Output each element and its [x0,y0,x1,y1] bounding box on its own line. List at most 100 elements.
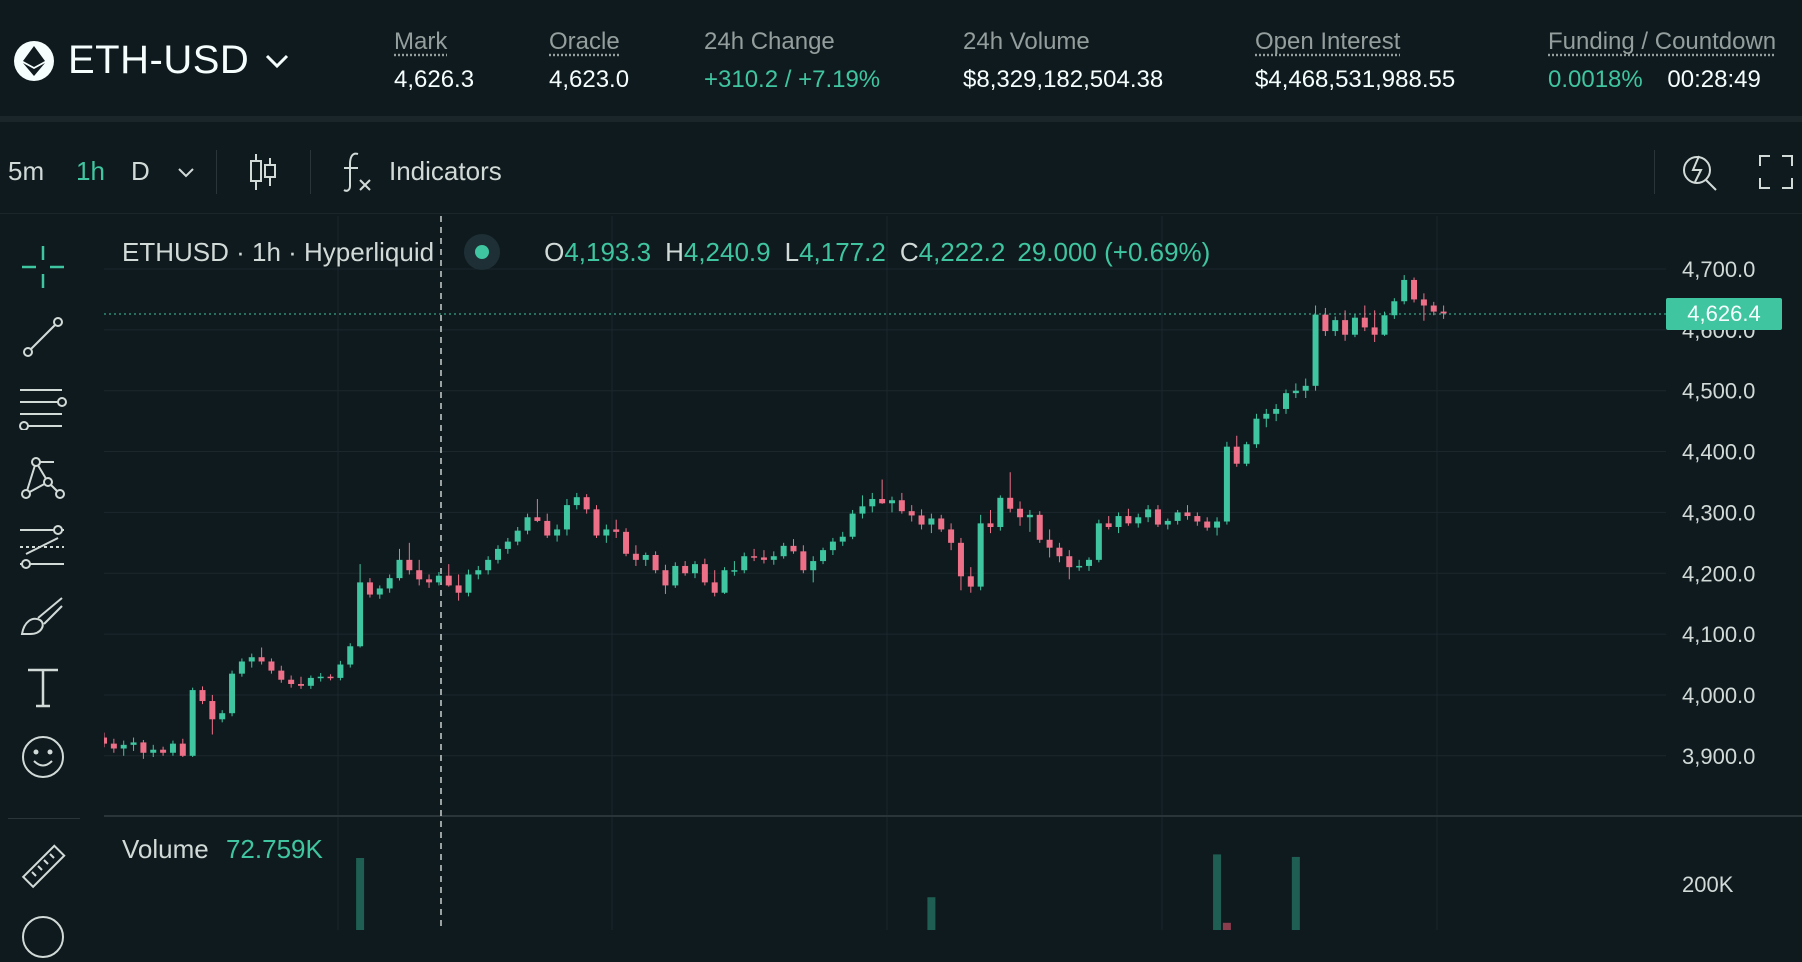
candlestick-type-icon[interactable] [248,152,278,192]
interval-1h[interactable]: 1h [76,156,105,186]
candle-body [104,737,107,744]
candle-body [751,556,758,558]
price-axis-label: 4,400.0 [1682,440,1755,465]
candle-body [760,557,767,560]
candle-body [327,676,334,679]
pattern-icon[interactable] [18,452,68,502]
brush-icon[interactable] [18,592,68,642]
candle-body [1095,523,1102,560]
stat-label[interactable]: Open Interest [1255,28,1401,55]
candle-body [1036,514,1043,540]
stat-funding: Funding / Countdown 0.0018% 00:28:49 [1548,28,1776,94]
candle-body [1371,327,1378,335]
candle-body [160,749,167,753]
stat-value: $4,468,531,988.55 [1255,66,1456,93]
candle-body [1233,446,1240,464]
candle-body [810,561,817,571]
crosshair-icon[interactable] [18,242,68,292]
trend-line-icon[interactable] [18,312,68,362]
candle-body [1194,516,1201,522]
stat-label[interactable]: Funding / Countdown [1548,28,1777,55]
candle-body [307,677,314,686]
candle-body [347,646,354,665]
indicators-button[interactable]: Indicators [389,156,502,186]
status-dot [475,245,490,259]
ohlc-legend: ETHUSD · 1h · Hyperliquid O 4,193.3 H 4,24… [122,234,1210,270]
fullscreen-icon[interactable] [1758,154,1794,190]
candle-body [150,749,157,753]
candle-body [593,509,600,536]
stat-value: +310.2 / +7.19% [704,66,881,93]
stat-oracle: Oracle 4,623.0 [549,28,629,94]
ruler-icon[interactable] [18,842,68,892]
emoji-icon[interactable] [18,732,68,782]
candle-body [889,500,895,504]
candle-body [199,690,206,702]
candle-body [189,690,196,756]
stat-label[interactable]: Oracle [549,28,620,55]
candle-body [948,529,955,543]
pair-selector[interactable]: ETH-USD [14,38,291,83]
toolbar-divider [216,150,217,194]
interval-5m[interactable]: 5m [8,156,45,186]
price-axis-label: 3,900.0 [1682,744,1755,769]
candle-body [1361,317,1368,328]
candle-body [1086,559,1092,566]
candle-body [1154,509,1161,525]
candle-body [1332,320,1339,332]
price-chart[interactable]: 4,700.04,600.04,500.04,400.04,300.04,200… [104,216,1802,930]
chart-toolbar: 5m 1h D Indicators [0,128,1802,214]
candle-body [524,517,531,531]
candle-body [1066,556,1073,568]
candle-body [741,556,748,571]
candle-body [179,743,186,756]
candle-body [849,513,856,537]
candle-body [357,582,364,647]
magnet-icon[interactable] [18,912,68,962]
price-axis-label: 4,200.0 [1682,561,1755,586]
candle-body [682,565,689,574]
toolbar-divider [1654,150,1655,194]
candle-body [1273,408,1280,414]
candle-body [1164,520,1171,525]
candle-body [1263,413,1270,419]
candle-body [317,676,324,679]
stat-24h-change: 24h Change +310.2 / +7.19% [704,28,880,94]
candle-body [1292,390,1299,394]
price-axis-label: 4,300.0 [1682,500,1755,525]
stat-mark: Mark 4,626.3 [394,28,474,94]
chevron-down-icon[interactable] [263,51,291,71]
candle-body [298,683,304,686]
candle-body [396,559,403,579]
interval-d[interactable]: D [131,156,150,186]
interval-dropdown-chevron-icon[interactable] [176,166,196,180]
volume-value: 72.759K [225,834,323,864]
candle-body [209,701,216,720]
text-tool-icon[interactable] [18,662,68,712]
market-header: ETH-USD Mark 4,626.3 Oracle 4,623.0 24h … [0,0,1802,122]
candle-body [1391,301,1398,316]
price-axis-label: 4,000.0 [1682,683,1755,708]
market-status-icon[interactable] [464,234,501,270]
toolbar-divider [310,150,311,194]
forecast-icon[interactable] [18,522,68,572]
candle-body [130,742,137,745]
volume-axis-label: 200K [1682,872,1734,897]
candle-body [514,530,521,542]
function-icon[interactable] [340,150,374,194]
candle-body [366,582,373,595]
high-label: H [665,236,684,267]
candle-body [1312,314,1319,386]
quick-analysis-icon[interactable] [1680,150,1720,194]
candle-body [485,559,492,571]
candle-body [1420,299,1427,306]
fib-retracement-icon[interactable] [18,382,68,432]
volume-bar [1291,856,1300,930]
candle-body [1174,512,1181,521]
candle-body [967,576,974,587]
stat-label[interactable]: Mark [394,28,448,55]
candle-body [938,518,945,530]
symbol-title: ETHUSD · 1h · Hyperliquid [122,236,435,267]
volume-bar [927,897,936,930]
candle-body [1401,279,1408,302]
